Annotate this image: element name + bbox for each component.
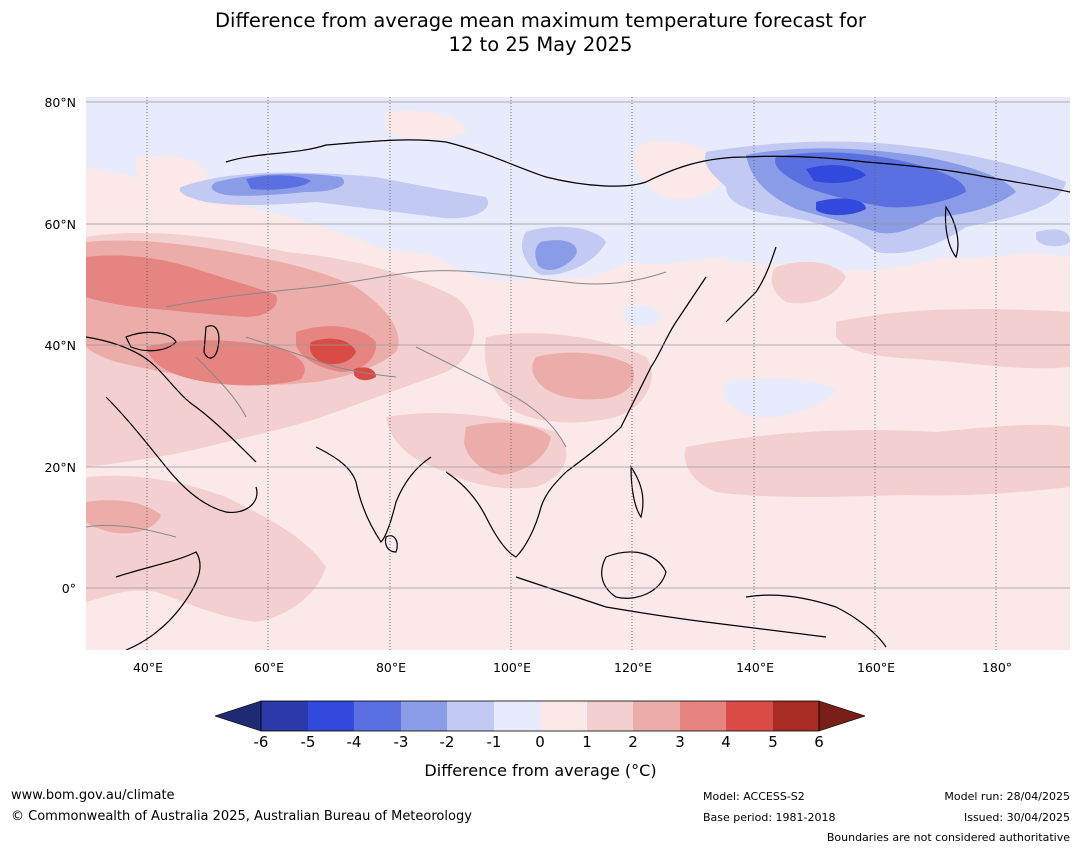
colorbar-tick-neg6: -6 xyxy=(253,733,269,751)
colorbar-extend-low xyxy=(214,700,262,732)
coast-africa-horn xyxy=(115,551,201,651)
lon-label-180: 180° xyxy=(981,660,1013,675)
colorbar-tick-neg3: -3 xyxy=(393,733,409,751)
colorbar-tick-neg5: -5 xyxy=(300,733,316,751)
coastlines xyxy=(85,139,1071,651)
coast-borneo xyxy=(601,551,667,599)
colorbar-cell-neg1 xyxy=(494,701,540,731)
coast-indonesia xyxy=(515,576,827,638)
colorbar-tick-5: 5 xyxy=(768,733,778,751)
issued-text: Issued: 30/04/2025 xyxy=(963,811,1070,824)
colorbar-cell-neg2 xyxy=(447,701,494,731)
border-russia-kaz xyxy=(165,271,417,308)
coast-japan xyxy=(725,246,777,323)
coast-arabia xyxy=(105,396,258,514)
colorbar-tick-3: 3 xyxy=(675,733,685,751)
lon-label-120e: 120°E xyxy=(613,660,653,675)
colorbar-tick-neg1: -1 xyxy=(486,733,502,751)
lon-label-40e: 40°E xyxy=(132,660,164,675)
colorbar-svg xyxy=(214,700,866,732)
warm-patch-north-3 xyxy=(136,155,208,188)
colorbar-cell-neg6 xyxy=(261,701,308,731)
border-africa xyxy=(85,524,177,538)
lat-gridlines xyxy=(86,101,1070,589)
colorbar-cell-neg5 xyxy=(308,701,354,731)
colorbar-cell-pos2 xyxy=(633,701,680,731)
lon-label-80e: 80°E xyxy=(375,660,407,675)
coast-china-east xyxy=(565,276,707,473)
lon-gridlines xyxy=(146,97,997,650)
warm-3-central-asia xyxy=(146,340,305,386)
map-svg xyxy=(85,97,1071,651)
colorbar-tick-6: 6 xyxy=(814,733,824,751)
lat-label-60n: 60°N xyxy=(44,217,76,232)
lat-label-40n: 40°N xyxy=(44,338,76,353)
lat-label-80n: 80°N xyxy=(44,95,76,110)
warm-4-tibet xyxy=(354,367,376,381)
warm-1-pacific-south xyxy=(684,424,1070,497)
colorbar-cell-pos3 xyxy=(680,701,726,731)
colorbar-tick-neg4: -4 xyxy=(346,733,362,751)
copyright-text: © Commonwealth of Australia 2025, Austra… xyxy=(11,809,472,824)
warm-patch-north-1 xyxy=(633,141,726,200)
colorbar-cell-pos0 xyxy=(540,701,587,731)
colorbar-tick-1: 1 xyxy=(582,733,592,751)
warm-2-china-east xyxy=(532,352,635,400)
cool-4-east-1 xyxy=(806,165,866,183)
title-line-1: Difference from average mean maximum tem… xyxy=(215,9,866,32)
model-text: Model: ACCESS-S2 xyxy=(703,790,805,803)
title-line-2: 12 to 25 May 2025 xyxy=(448,33,633,56)
cool-1-far-east xyxy=(1036,229,1070,247)
cool-4-east-2 xyxy=(816,198,866,216)
colorbar-cell-neg4 xyxy=(354,701,401,731)
coast-se-asia xyxy=(445,471,567,558)
colorbar xyxy=(214,700,866,732)
lat-label-20n: 20°N xyxy=(44,460,76,475)
colorbar-tick-4: 4 xyxy=(721,733,731,751)
colorbar-outline xyxy=(260,700,820,732)
coast-sri-lanka xyxy=(384,535,398,553)
cool-2-central xyxy=(535,240,577,270)
border-china-mongolia xyxy=(415,270,667,285)
colorbar-extend-high xyxy=(818,700,866,732)
forecast-map xyxy=(85,97,1071,651)
warm-1-japan-east xyxy=(771,261,846,304)
bom-url-link[interactable]: www.bom.gov.au/climate xyxy=(11,788,175,803)
warm-3-europe xyxy=(86,255,277,317)
base-period-text: Base period: 1981-2018 xyxy=(703,811,836,824)
disclaimer-text: Boundaries are not considered authoritat… xyxy=(826,831,1070,844)
lon-label-100e: 100°E xyxy=(492,660,532,675)
coast-arctic xyxy=(225,139,1071,193)
model-run-text: Model run: 28/04/2025 xyxy=(944,790,1070,803)
lon-label-60e: 60°E xyxy=(253,660,285,675)
colorbar-tick-0: 0 xyxy=(535,733,545,751)
colorbar-cell-pos5 xyxy=(773,701,819,731)
coast-new-guinea xyxy=(745,594,887,648)
lat-label-0: 0° xyxy=(61,581,76,596)
lon-label-140e: 140°E xyxy=(735,660,775,675)
colorbar-label: Difference from average (°C) xyxy=(424,761,657,780)
lon-label-160e: 160°E xyxy=(856,660,896,675)
warm-2-se-asia xyxy=(464,422,551,475)
coast-europe-east xyxy=(85,336,257,463)
warm-1-pacific-east xyxy=(836,309,1070,369)
colorbar-tick-2: 2 xyxy=(628,733,638,751)
colorbar-cell-pos4 xyxy=(726,701,773,731)
country-borders xyxy=(85,270,667,538)
cool-spot-china xyxy=(624,305,661,327)
warm-patch-north-2 xyxy=(386,110,466,140)
coast-black-sea xyxy=(125,331,177,352)
cool-spot-pacific xyxy=(723,378,836,418)
colorbar-cell-pos1 xyxy=(587,701,633,731)
cool-3-west xyxy=(246,175,311,190)
coast-india xyxy=(315,446,432,543)
colorbar-cell-neg3 xyxy=(401,701,447,731)
border-iran xyxy=(195,356,247,418)
colorbar-tick-neg2: -2 xyxy=(439,733,455,751)
coast-caspian xyxy=(203,325,220,359)
map-title: Difference from average mean maximum tem… xyxy=(0,9,1081,57)
border-china-south xyxy=(415,346,567,448)
